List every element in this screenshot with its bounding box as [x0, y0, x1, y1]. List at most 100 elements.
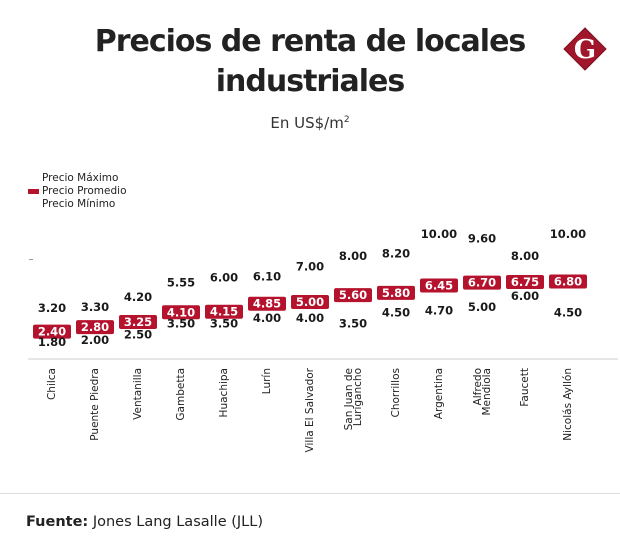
avg-value-badge	[162, 305, 200, 320]
min-value-label: 3.50	[167, 317, 195, 331]
x-tick-label-gambetta: Gambetta	[175, 368, 187, 421]
x-tick-label-line: Chorrillos	[390, 368, 402, 418]
min-value-label: 4.70	[425, 303, 453, 317]
avg-value-label: 6.80	[554, 274, 582, 288]
axis-tick-mark	[29, 259, 33, 260]
x-tick-label-line: Gambetta	[175, 368, 187, 421]
source-note: Fuente: Jones Lang Lasalle (JLL)	[26, 514, 263, 530]
avg-value-badge	[33, 324, 71, 339]
min-value-label: 1.80	[38, 335, 66, 349]
max-value-label: 6.10	[253, 270, 281, 284]
x-tick-label-line: Villa El Salvador	[304, 367, 316, 452]
legend-item-max: Precio Máximo	[28, 172, 127, 185]
avg-value-label: 4.10	[167, 305, 195, 319]
avg-value-badge	[463, 275, 501, 290]
legend-item-avg: Precio Promedio	[28, 185, 127, 198]
category-group-huachipa: 6.00 4.153.50 Huachipa	[205, 271, 243, 417]
avg-value-badge	[377, 285, 415, 300]
avg-value-badge	[291, 295, 329, 309]
category-group-puente-piedra: 3.30 2.802.00 Puente Piedra	[76, 300, 114, 441]
x-tick-label-line: Mendiola	[481, 368, 493, 416]
legend-swatch-avg	[28, 189, 39, 194]
max-value-label: 3.30	[81, 300, 109, 314]
x-tick-label-chilca: Chilca	[46, 368, 58, 400]
chart-title-line2: industriales	[215, 64, 405, 99]
x-tick-label-line: Huachipa	[218, 368, 230, 417]
max-value-label: 8.20	[382, 247, 410, 261]
category-group-lurin: 6.10 4.854.00 Lurín	[248, 270, 286, 394]
x-tick-label-villa-el-salvador: Villa El Salvador	[304, 367, 316, 452]
min-value-label: 5.00	[468, 300, 496, 314]
max-value-label: 9.60	[468, 231, 496, 245]
chart-title-line1: Precios de renta de locales	[94, 24, 527, 59]
source-label: Fuente:	[26, 514, 89, 530]
x-tick-label-huachipa: Huachipa	[218, 368, 230, 417]
chart-subtitle: En US$/m2	[0, 114, 620, 132]
min-value-label: 2.00	[81, 333, 109, 347]
category-group-faucett: 8.00 6.756.00 Faucett	[506, 249, 544, 407]
avg-value-badge	[119, 314, 157, 329]
x-tick-label-line: Nicolás Ayllón	[562, 368, 574, 441]
x-tick-label-faucett: Faucett	[519, 368, 531, 407]
chart-title: Precios de renta de locales industriales	[0, 22, 620, 102]
min-value-label: 4.00	[253, 311, 281, 325]
x-tick-label-line: Lurín	[261, 368, 273, 394]
min-value-label: 6.00	[511, 289, 539, 303]
min-value-label: 3.50	[339, 317, 367, 331]
avg-value-label: 6.45	[425, 278, 453, 292]
avg-value-label: 5.60	[339, 288, 367, 302]
subtitle-unit: En US$/m	[270, 114, 344, 132]
x-tick-label-line: Faucett	[519, 368, 531, 407]
category-group-chilca: 3.20 2.401.80 Chilca	[33, 301, 71, 400]
avg-value-label: 3.25	[124, 315, 152, 329]
source-text: Jones Lang Lasalle (JLL)	[88, 514, 263, 530]
legend-item-min: Precio Mínimo	[28, 198, 127, 211]
avg-value-label: 6.75	[511, 275, 539, 289]
footer-divider	[0, 493, 620, 494]
avg-value-label: 6.70	[468, 276, 496, 290]
max-value-label: 10.00	[550, 227, 586, 241]
x-tick-label-line: Alfredo	[472, 368, 484, 405]
avg-value-badge	[549, 274, 587, 289]
chart-baseline	[28, 358, 618, 360]
avg-value-label: 2.40	[38, 325, 66, 339]
max-value-label: 5.55	[167, 276, 195, 290]
chart-legend: Precio Máximo Precio Promedio Precio Mín…	[28, 172, 127, 211]
x-tick-label-chorrillos: Chorrillos	[390, 368, 402, 418]
legend-label-avg: Precio Promedio	[42, 185, 127, 197]
max-value-label: 8.00	[511, 249, 539, 263]
brand-logo-letter: G	[574, 35, 596, 65]
avg-value-badge	[205, 304, 243, 319]
max-value-label: 7.00	[296, 260, 324, 274]
x-tick-label-line: Ventanilla	[132, 368, 144, 420]
x-tick-label-line: Chilca	[46, 368, 58, 400]
category-group-villa-el-salvador: 7.00 5.00 4.00 Villa El Salvador	[291, 260, 329, 452]
category-group-ventanilla: 4.20 3.252.50 Ventanilla	[119, 290, 157, 420]
min-value-label: 4.00	[296, 311, 324, 325]
category-group-gambetta: 5.55 4.103.50 Gambetta	[162, 276, 200, 421]
avg-value-badge	[248, 296, 286, 311]
category-group-chorrillos: 8.20 5.80 4.50 Chorrillos	[377, 247, 415, 418]
avg-value-badge	[420, 278, 458, 293]
x-tick-label-line: San Juan de	[343, 368, 355, 430]
x-tick-label-lurin: Lurín	[261, 368, 273, 394]
avg-value-label: 5.00	[296, 295, 324, 309]
min-value-label: 3.50	[210, 317, 238, 331]
min-value-label: 4.50	[382, 306, 410, 320]
brand-logo-icon: G	[563, 27, 607, 71]
min-value-label: 4.50	[554, 306, 582, 320]
max-value-label: 6.00	[210, 271, 238, 285]
avg-value-label: 4.15	[210, 305, 238, 319]
max-value-label: 3.20	[38, 301, 66, 315]
min-value-label: 2.50	[124, 328, 152, 342]
subtitle-superscript: 2	[343, 115, 350, 125]
avg-value-label: 5.80	[382, 286, 410, 300]
x-tick-label-nicolas-ayllon: Nicolás Ayllón	[562, 368, 574, 441]
x-tick-label-puente-piedra: Puente Piedra	[89, 368, 101, 441]
avg-value-label: 4.85	[253, 297, 281, 311]
avg-value-badge	[506, 275, 544, 290]
